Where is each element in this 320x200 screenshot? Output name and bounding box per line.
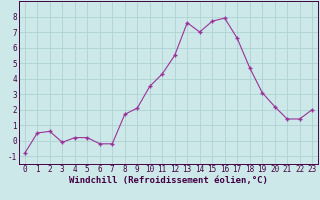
X-axis label: Windchill (Refroidissement éolien,°C): Windchill (Refroidissement éolien,°C) [69,176,268,185]
